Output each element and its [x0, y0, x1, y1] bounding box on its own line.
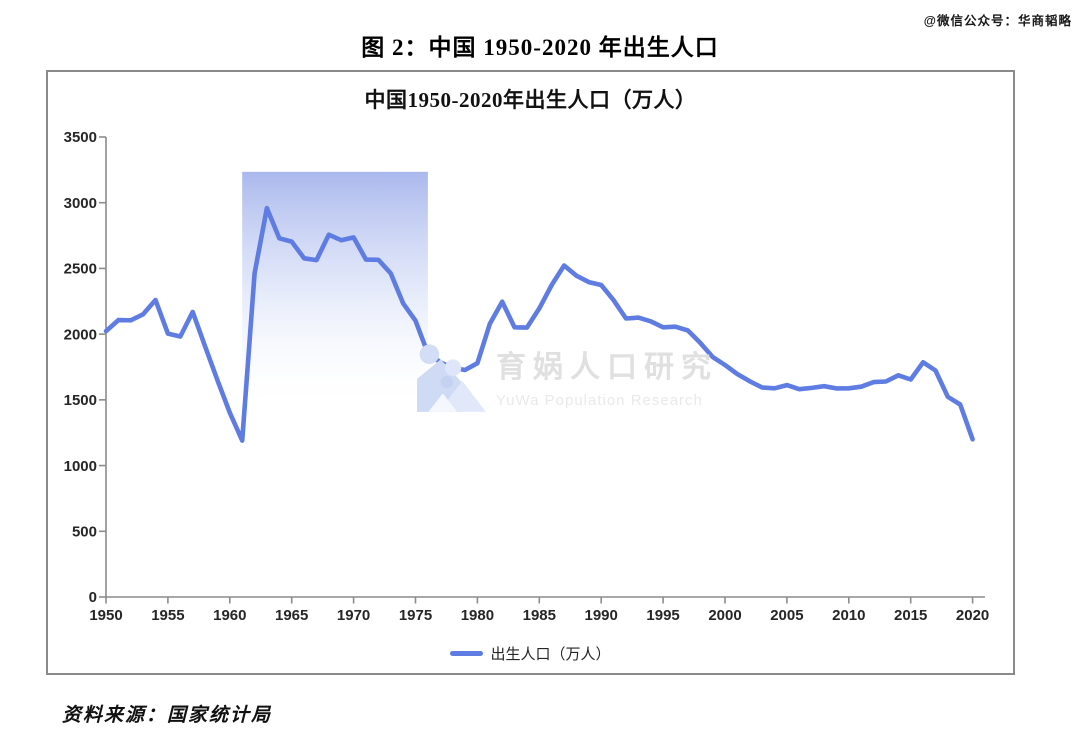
svg-text:1500: 1500 — [64, 392, 97, 409]
yuwa-logo-icon — [417, 344, 486, 412]
yuwa-watermark: 育娲人口研究 YuWa Population Research — [416, 344, 718, 416]
svg-text:1000: 1000 — [64, 458, 97, 475]
svg-text:2005: 2005 — [770, 607, 803, 624]
legend: 出生人口（万人） — [48, 643, 1013, 664]
legend-line-swatch — [450, 651, 484, 656]
svg-text:1975: 1975 — [399, 607, 432, 624]
yuwa-watermark-cn: 育娲人口研究 — [496, 351, 718, 384]
source-note: 资料来源：国家统计局 — [62, 705, 273, 726]
svg-text:1995: 1995 — [646, 607, 679, 624]
svg-text:1965: 1965 — [275, 607, 308, 624]
svg-text:3500: 3500 — [64, 129, 97, 146]
svg-text:3000: 3000 — [64, 195, 97, 212]
yuwa-watermark-text: 育娲人口研究 YuWa Population Research — [496, 344, 718, 409]
svg-text:2000: 2000 — [64, 326, 97, 343]
svg-text:1980: 1980 — [461, 607, 494, 624]
figure-title: 图 2：中国 1950-2020 年出生人口 — [361, 35, 719, 60]
svg-text:2010: 2010 — [832, 607, 865, 624]
svg-text:2020: 2020 — [956, 607, 989, 624]
svg-text:1960: 1960 — [213, 607, 246, 624]
legend-label: 出生人口（万人） — [490, 646, 611, 663]
svg-text:1990: 1990 — [585, 607, 618, 624]
svg-text:2500: 2500 — [64, 261, 97, 278]
birth-population-line-chart: 0 500 1000 1500 2000 2500 3000 3500 1950 1955 1960… — [64, 129, 990, 624]
svg-text:1950: 1950 — [89, 607, 122, 624]
svg-text:1970: 1970 — [337, 607, 370, 624]
chart-title: 中国1950-2020年出生人口（万人） — [364, 88, 697, 112]
yuwa-watermark-en: YuWa Population Research — [496, 392, 703, 409]
wechat-account-watermark: @微信公众号：华商韬略 — [923, 14, 1072, 28]
svg-text:2000: 2000 — [708, 607, 741, 624]
svg-text:0: 0 — [89, 589, 97, 606]
chart-frame: 中国1950-2020年出生人口（万人） 0 500 1000 1500 2000 250… — [46, 70, 1015, 675]
svg-text:500: 500 — [72, 523, 97, 540]
svg-text:2015: 2015 — [894, 607, 927, 624]
svg-text:1955: 1955 — [151, 607, 184, 624]
svg-text:1985: 1985 — [523, 607, 556, 624]
